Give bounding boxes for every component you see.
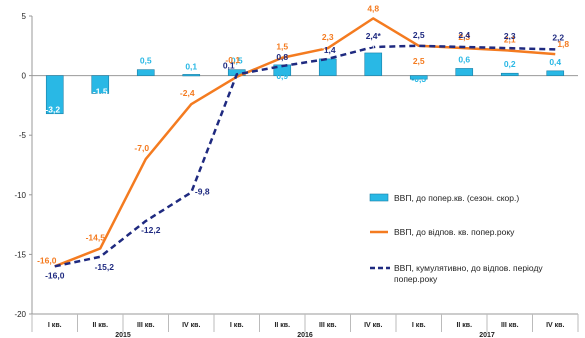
x-tick-label: IV кв. [364,322,382,329]
line-cumulative-data-label: 2,4* [366,31,382,41]
y-tick-label: -20 [14,310,26,319]
bar-data-label: 1,9 [367,39,379,49]
label-layer: -3,2-1,50,50,10,50,91,41,9-0,30,6 0,2 0,4-… [37,3,569,280]
x-tick-label: II кв. [274,322,290,329]
line-yoy-data-label: 2,5 [413,56,425,66]
bar-data-label: 0,4 [549,57,561,67]
bar-data-label: -0,3 [411,74,426,84]
bar-gdp-qoq [364,52,383,76]
line-cumulative-data-label: -9,8 [195,186,210,196]
bar-data-label: -3,2 [45,105,60,115]
bar-gdp-qoq [91,75,110,94]
line-cumulative-data-label: 1,4 [324,45,336,55]
x-tick-label: III кв. [137,322,155,329]
line-yoy-data-label: 1,8 [557,39,569,49]
axis-layer: 5 0 -5 -10 -15 -20 I кв. II кв. III кв. IV кв. I к… [14,12,579,338]
line-cumulative-data-label: 2,4 [458,30,470,40]
bar-gdp-qoq [455,68,474,76]
x-tick-label: I кв. [48,322,62,329]
line-cumulative-data-label: -16,0 [45,270,65,280]
year-label: 2015 [115,332,131,338]
legend-label-cumulative: ВВП, кумулятивно, до відпов. періоду [394,263,543,273]
x-tick-label: II кв. [456,322,472,329]
y-tick-label: 5 [22,12,27,21]
line-yoy-data-label: 2,3 [322,32,334,42]
line-cumulative-data-label: -12,2 [141,225,161,235]
line-yoy-data-label: -7,0 [134,143,149,153]
x-tick-label: IV кв. [546,322,564,329]
line-cumulative-data-label: 0,8 [276,52,288,62]
bar-gdp-qoq [409,75,428,80]
line-layer [54,17,556,268]
line-gdp-yoy [54,17,556,268]
line-cumulative-data-label: -15,2 [95,262,115,272]
line-yoy-data-label: 2,1 [504,35,516,45]
bar-layer [45,52,565,115]
x-tick-label: III кв. [501,322,519,329]
x-tick-label: IV кв. [182,322,200,329]
y-tick-label: 0 [22,72,27,81]
x-tick-label: III кв. [319,322,337,329]
y-tick-label: -15 [14,250,26,259]
year-label: 2016 [297,332,313,338]
legend: ВВП, до попер.кв. (сезон. скор.) ВВП, до … [369,193,543,284]
bar-data-label: 0,9 [276,71,288,81]
y-tick-label: -10 [14,191,26,200]
x-tick-label: I кв. [412,322,426,329]
bar-data-label: 1,4 [322,45,334,55]
bar-data-label: 0,1 [185,61,197,71]
bar-gdp-qoq [136,69,155,76]
line-cumulative-data-label: 2,2 [552,32,564,42]
bar-data-label: -1,5 [93,86,108,96]
line-yoy-data-label: 1,5 [276,42,288,52]
bar-gdp-qoq [546,70,565,76]
x-tick-label: II кв. [92,322,108,329]
line-cumulative-data-label: 2,3 [504,31,516,41]
line-yoy-data-label: -16,0 [37,255,57,265]
y-tick-label: -5 [19,131,27,140]
line-yoy-data-label: -0,1 [225,55,240,65]
bar-gdp-qoq [318,58,337,76]
line-yoy-data-label: -2,4 [180,88,195,98]
bar-gdp-qoq [182,74,201,77]
bar-data-label: 0,5 [140,56,152,66]
line-yoy-data-label: 4,8 [367,3,379,13]
bar-gdp-qoq [45,75,64,115]
x-tick-label: I кв. [230,322,244,329]
line-yoy-data-label: -14,5 [86,232,106,242]
line-cumulative-data-label: 0,1 [223,60,235,70]
legend-label-cumulative-line2: попер.року [394,274,438,284]
bar-data-label: 0,6 [458,54,470,64]
year-label: 2017 [479,332,495,338]
legend-label-yoy: ВВП, до відпов. кв. попер.року [394,227,515,237]
bar-data-label: 0,2 [504,59,516,69]
line-cumulative-data-label: 2,5 [413,30,425,40]
line-yoy-data-label: 2,3 [458,32,470,42]
line-gdp-cumulative [54,44,556,268]
bar-gdp-qoq [500,72,519,76]
legend-label-bar: ВВП, до попер.кв. (сезон. скор.) [394,193,519,203]
legend-swatch-bar [369,193,389,202]
bar-data-label: 0,5 [231,56,243,66]
